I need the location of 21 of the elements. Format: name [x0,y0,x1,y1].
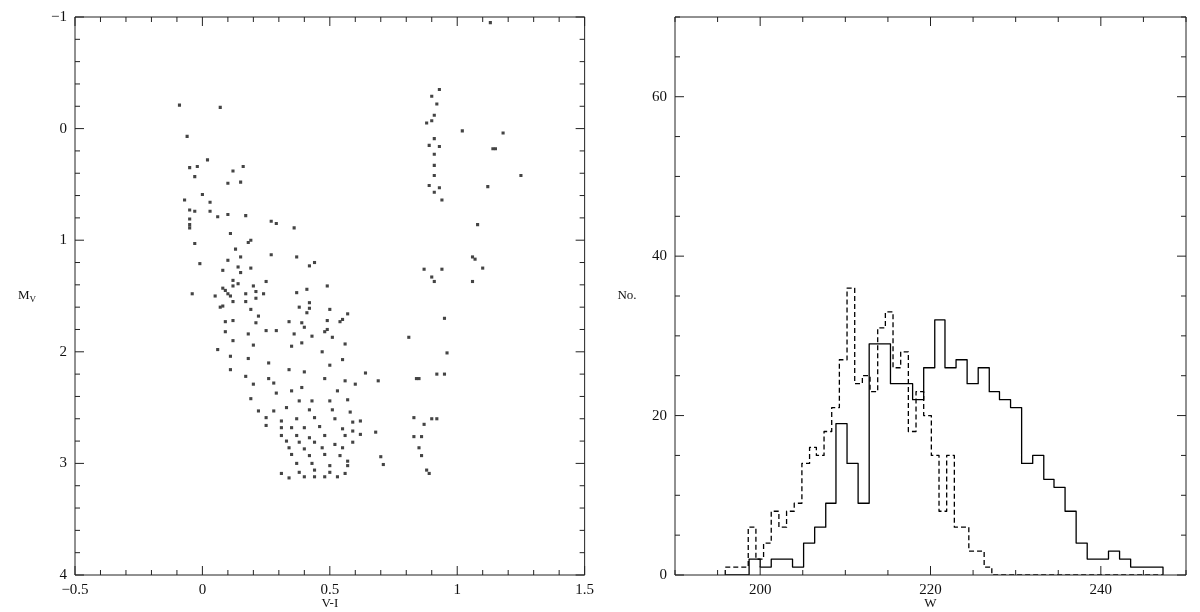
x-axis-title: W [924,595,938,611]
x-tick-label: 0 [198,580,207,597]
y-axis-title: No. [617,287,637,303]
x-tick-label: 200 [748,580,772,597]
y-tick-label: 4 [59,565,68,582]
y-tick-label: 20 [652,406,667,423]
y-tick-label: 60 [652,87,667,104]
x-axis-title: V-I [321,595,339,611]
y-tick-label: 1 [59,231,67,248]
y-tick-label: 40 [652,247,667,264]
x-tick-label: 0.5 [320,580,340,597]
x-tick-label: 1.5 [575,580,594,597]
x-tick-label: 240 [1089,580,1113,597]
y-tick-label: 2 [59,342,67,359]
x-tick-label: 220 [919,580,942,597]
x-tick-label: −0.5 [61,580,89,597]
y-tick-label: 0 [59,119,67,136]
y-tick-label: −1 [51,7,67,24]
y-tick-label: 3 [59,454,67,471]
y-tick-label: 0 [659,565,667,582]
x-tick-label: 1 [453,580,461,597]
